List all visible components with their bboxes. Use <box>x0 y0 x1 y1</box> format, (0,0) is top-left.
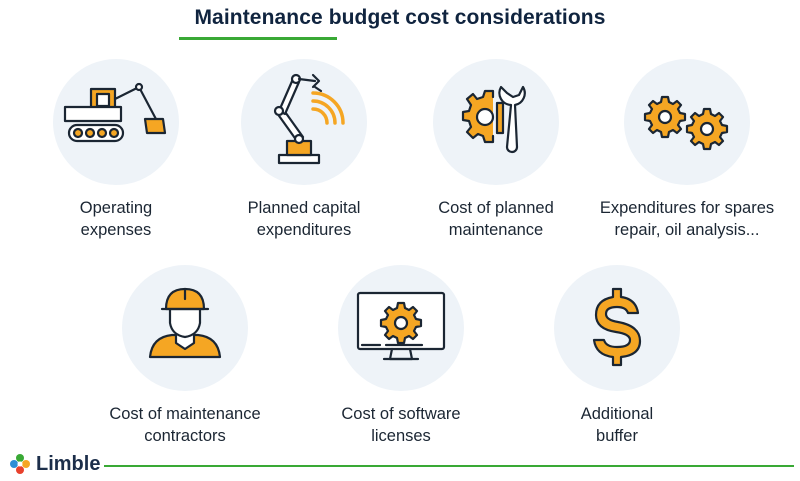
gears-icon <box>624 59 750 185</box>
title-underline <box>179 37 337 40</box>
item-label: Planned capital expenditures <box>247 199 361 239</box>
item-label: Additional buffer <box>580 405 654 445</box>
monitor-gear-icon <box>338 265 464 391</box>
brand-name: Limble <box>36 452 101 475</box>
gear-wrench-icon <box>433 59 559 185</box>
limble-logo-icon <box>10 454 30 474</box>
limble-logo: Limble <box>9 452 100 476</box>
dollar-icon <box>554 265 680 391</box>
excavator-icon <box>53 59 179 185</box>
item-label: Cost of software licenses <box>341 405 461 445</box>
page-title: Maintenance budget cost considerations <box>194 6 606 29</box>
worker-hardhat-icon <box>122 265 248 391</box>
item-label: Cost of planned maintenance <box>438 199 554 239</box>
item-label: Cost of maintenance contractors <box>109 405 261 445</box>
item-label: Expenditures for spares repair, oil analy… <box>599 199 775 239</box>
robotic-arm-icon <box>241 59 367 185</box>
item-label: Operating expenses <box>79 199 153 239</box>
footer-divider <box>104 465 794 467</box>
